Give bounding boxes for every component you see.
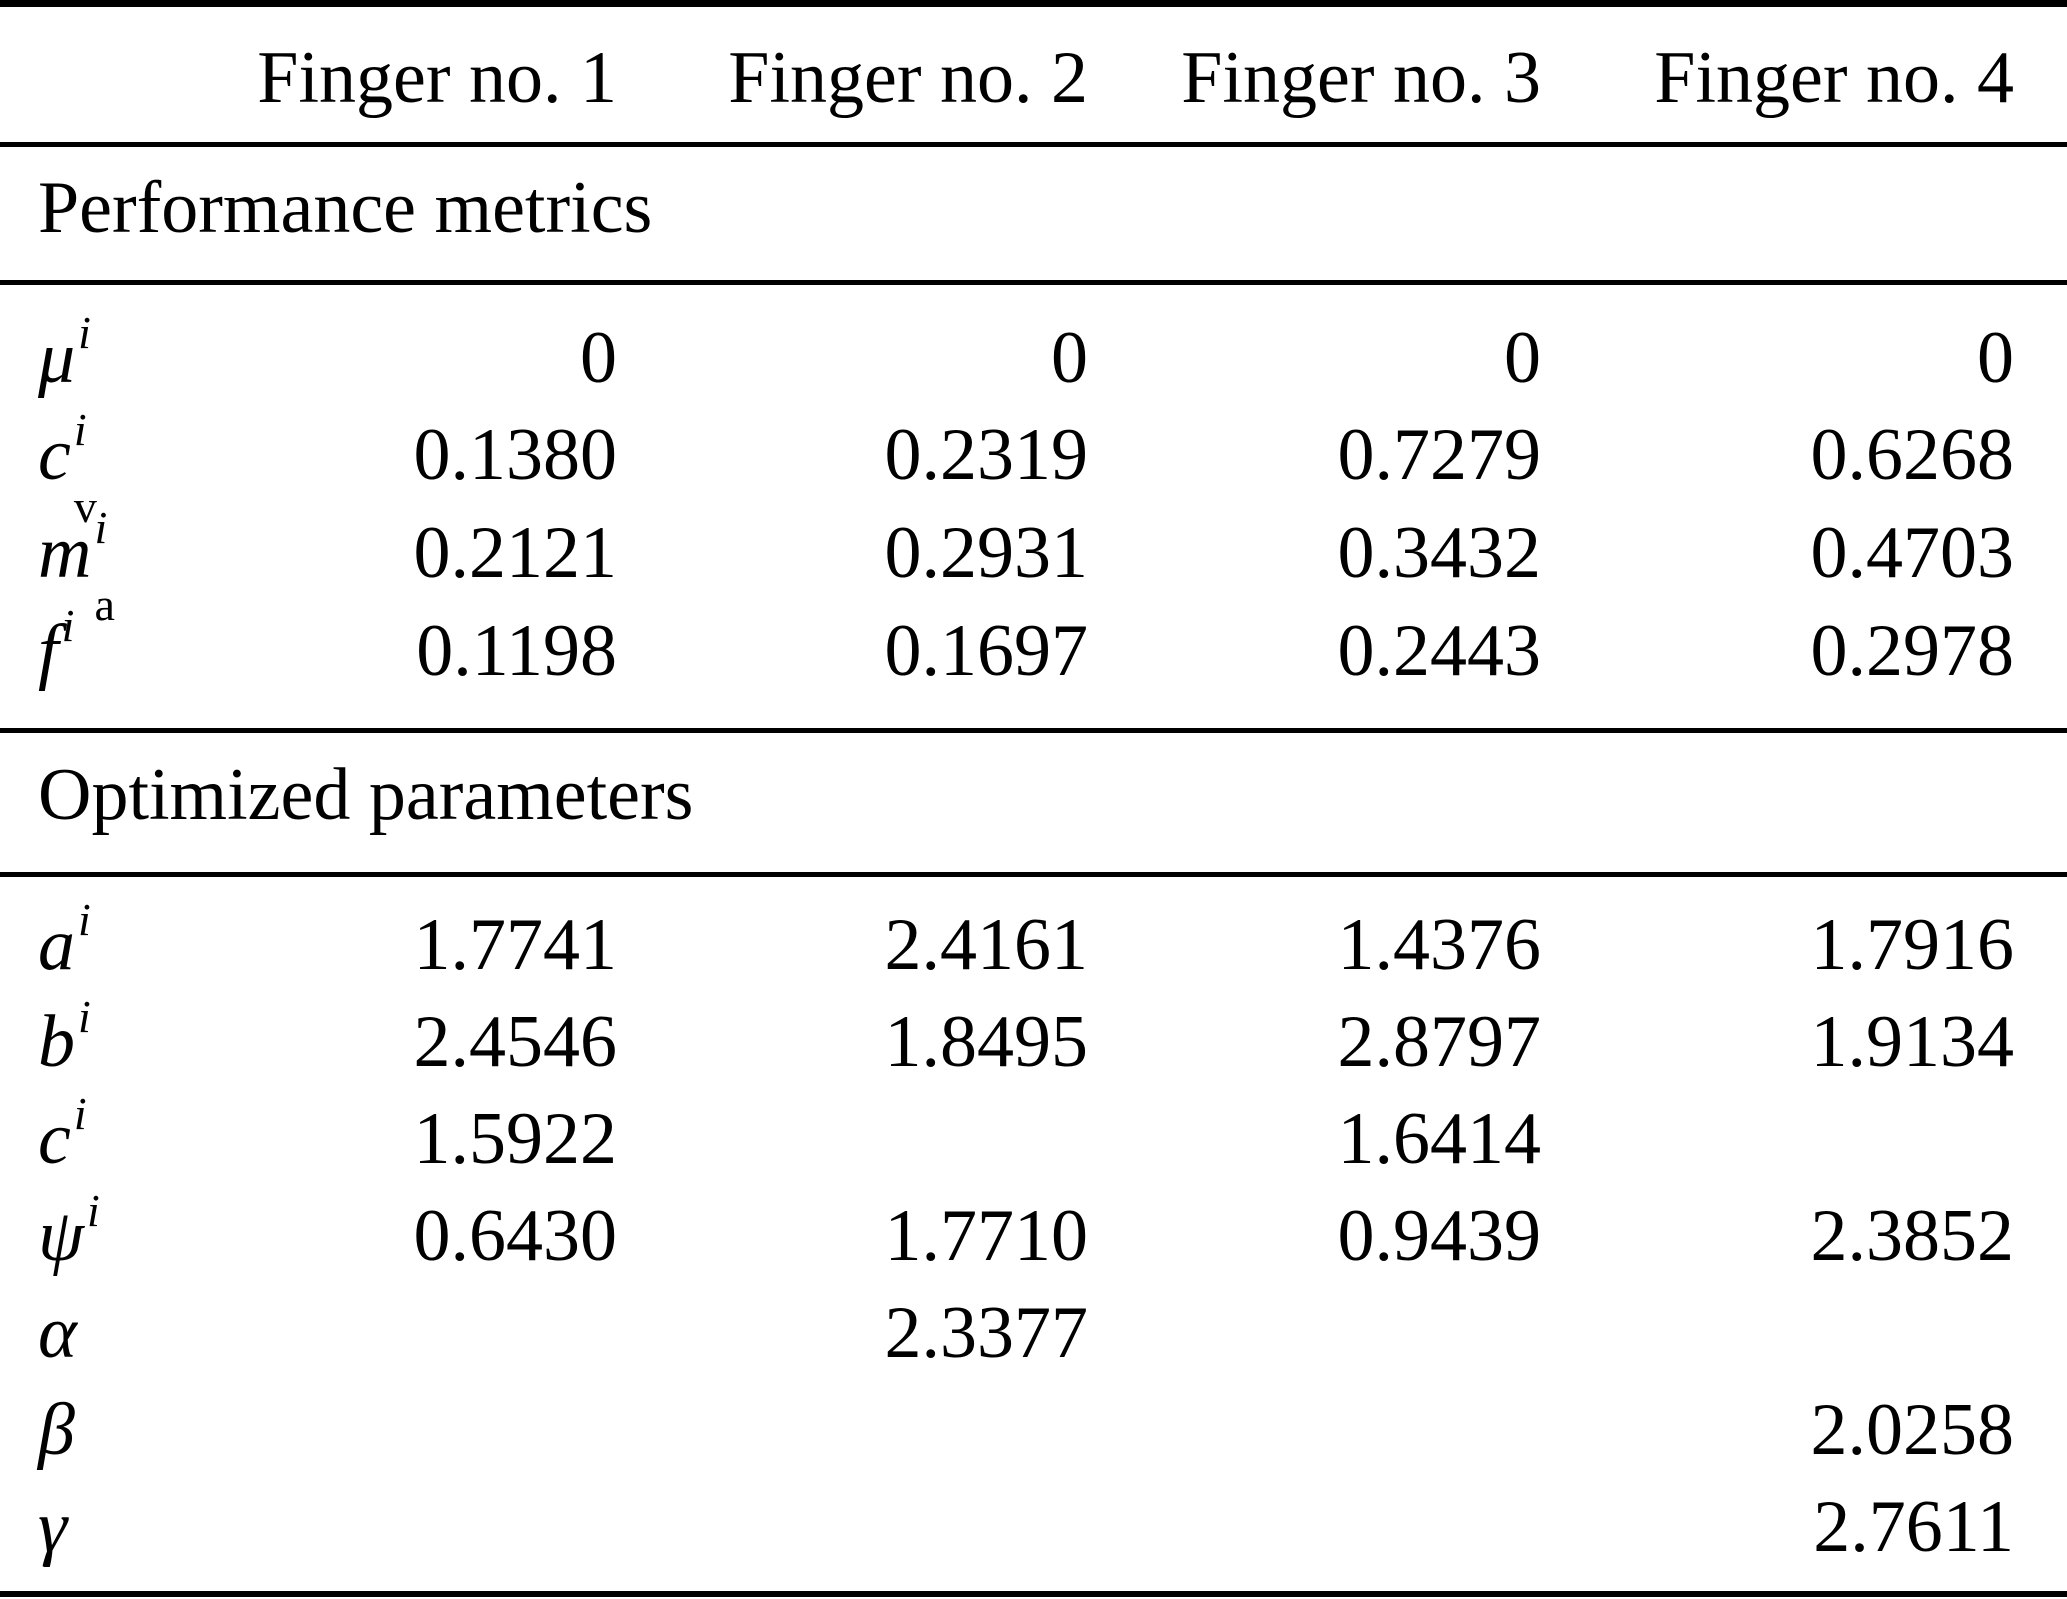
table-cell: 0.6268 <box>1810 414 2015 496</box>
math-symbol: β <box>38 1389 75 1471</box>
table-cell: 2.4546 <box>413 1001 618 1083</box>
table-cell: 0.2319 <box>884 414 1089 496</box>
section-title-optimized-parameters: Optimized parameters <box>38 754 694 836</box>
section-title-performance-metrics: Performance metrics <box>38 167 653 249</box>
table-cell: 0 <box>1051 317 1088 399</box>
column-header-finger-3: Finger no. 3 <box>1181 37 1541 119</box>
table-cell: 1.7916 <box>1810 904 2015 986</box>
table-cell: 0.2121 <box>413 512 618 594</box>
table-cell: 0.1198 <box>416 610 617 692</box>
column-header-finger-1: Finger no. 1 <box>257 37 617 119</box>
table-cell: 2.3377 <box>884 1292 1089 1374</box>
table-cell: 0.6430 <box>413 1195 618 1277</box>
table-cell: 2.3852 <box>1810 1195 2015 1277</box>
math-symbol: a <box>38 904 75 986</box>
script-stack <box>75 1453 109 1454</box>
table-cell: 0.2978 <box>1810 610 2015 692</box>
section2-title-rule <box>0 872 2067 877</box>
table-cell: 0.3432 <box>1337 512 1542 594</box>
top-rule <box>0 0 2067 7</box>
table-cell: 0.4703 <box>1810 512 2015 594</box>
table-cell: 1.7710 <box>884 1195 1089 1277</box>
table-cell: 0.1380 <box>413 414 618 496</box>
table-cell: 1.5922 <box>413 1098 618 1180</box>
table-cell: 1.7741 <box>413 904 618 986</box>
table-cell: 1.8495 <box>884 1001 1089 1083</box>
table-cell: 1.4376 <box>1337 904 1542 986</box>
column-header-finger-4: Finger no. 4 <box>1654 37 2014 119</box>
table-cell: 0.1697 <box>884 610 1089 692</box>
math-symbol: α <box>38 1292 77 1374</box>
table-cell: 0.2443 <box>1337 610 1542 692</box>
script-stack: i <box>78 307 91 358</box>
script-stack: i <box>73 1088 87 1139</box>
column-header-finger-2: Finger no. 2 <box>728 37 1088 119</box>
row-label-alpha: α <box>38 1296 111 1376</box>
math-symbol: ψ <box>38 1195 84 1277</box>
math-symbol: f <box>38 610 59 692</box>
table-cell: 2.7611 <box>1813 1486 2014 1568</box>
math-symbol: m <box>38 512 92 594</box>
table-cell: 0.2931 <box>884 512 1089 594</box>
row-label-gamma: γ <box>38 1490 101 1570</box>
table-cell: 0.9439 <box>1337 1195 1542 1277</box>
section1-end-rule <box>0 728 2067 733</box>
script-stack <box>67 1550 101 1551</box>
script-stack: i <box>78 991 91 1042</box>
table-cell: 0.7279 <box>1337 414 1542 496</box>
section1-title-rule <box>0 280 2067 285</box>
row-label-beta: β <box>38 1393 109 1473</box>
script-stack: i <box>86 1185 100 1236</box>
table-cell: 0 <box>580 317 617 399</box>
math-symbol: μ <box>38 317 76 399</box>
table-cell: 2.4161 <box>884 904 1089 986</box>
math-symbol: b <box>38 1001 75 1083</box>
table-cell: 1.9134 <box>1810 1001 2015 1083</box>
math-symbol: c <box>38 414 71 496</box>
table-cell: 0 <box>1977 317 2014 399</box>
table-cell: 2.8797 <box>1337 1001 1542 1083</box>
bottom-rule <box>0 1591 2067 1597</box>
table-cell: 1.6414 <box>1337 1098 1542 1180</box>
script-stack: i <box>78 894 91 945</box>
script-stack <box>77 1356 111 1357</box>
table-cell: 2.0258 <box>1810 1389 2015 1471</box>
math-symbol: c <box>38 1098 71 1180</box>
header-rule <box>0 142 2067 147</box>
math-symbol: γ <box>38 1486 68 1568</box>
script-stack: i <box>61 600 75 651</box>
table-cell: 0 <box>1504 317 1541 399</box>
